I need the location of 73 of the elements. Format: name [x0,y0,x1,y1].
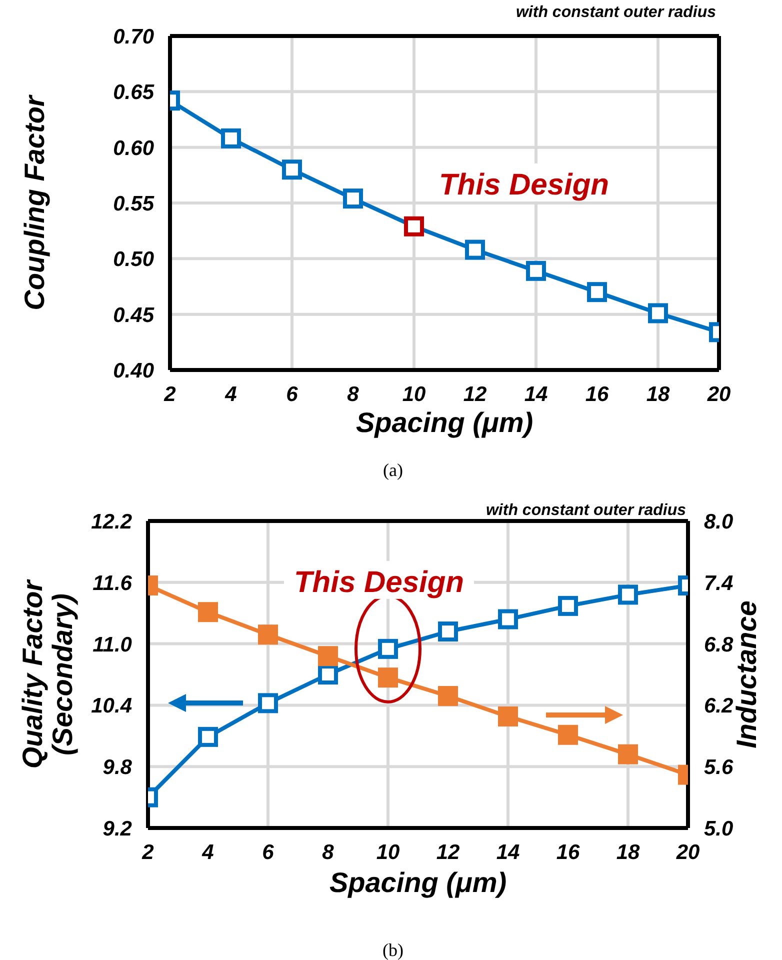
x-tick-label: 6 [262,840,274,864]
y-tick-label: 9.8 [102,756,132,780]
point [498,609,518,630]
annotation: This Design [294,566,464,599]
point [378,668,398,688]
x-tick-label: 2 [141,840,154,864]
y2-tick-label: 8.0 [704,510,734,534]
x-tick-label: 10 [402,382,426,406]
point [318,664,338,684]
x-tick-label: 8 [347,382,360,406]
x-tick-label: 16 [585,382,609,406]
point [318,646,338,666]
y-tick-label: 9.2 [102,817,132,840]
y2-tick-label: 6.2 [704,694,734,718]
point [558,724,578,745]
point [587,282,607,302]
point [258,624,278,645]
annotation: This Design [438,168,610,202]
x-tick-label: 4 [224,382,238,406]
point [438,622,458,642]
point [618,584,638,605]
y-tick-label: 0.55 [113,192,154,216]
point [465,240,485,260]
point [648,303,668,324]
point [558,596,578,616]
y-tick-label: 11.6 [92,572,132,595]
x-tick-label: 10 [376,840,400,864]
x-tick-label: 14 [524,382,548,406]
point [343,188,363,209]
y-tick-label: 0.65 [113,81,154,104]
y-tick-label: 0.40 [113,359,154,382]
y2-tick-label: 7.4 [704,572,734,595]
y-tick-label: 0.45 [113,304,154,327]
y-tick-label: 0.70 [113,25,154,48]
point [618,744,638,764]
y2-tick-label: 6.8 [704,633,734,656]
x-tick-label: 20 [675,840,700,864]
x-tick-label: 18 [646,382,670,406]
x-tick-label: 14 [496,840,520,864]
y2-tick-label: 5.0 [704,817,734,840]
y-tick-label: 10.4 [91,694,132,718]
text: with constant outer radius [516,4,716,22]
point [282,160,302,180]
x-tick-label: 8 [322,840,334,864]
x-tick-label: 6 [286,382,298,406]
point [198,602,218,622]
y-tick-label: 0.60 [113,136,154,160]
text: with constant outer radius [486,502,686,520]
x-tick-label: 18 [616,840,640,864]
point [404,216,424,236]
point [221,128,241,148]
text: (b) [382,940,404,960]
y-tick-label: 11.0 [92,633,132,656]
y-tick-label: 0.50 [113,248,154,272]
x-tick-label: 2 [163,382,176,406]
y2-tick-label: 5.6 [704,756,734,780]
y-tick-label: 12.2 [91,510,132,534]
x-tick-label: 16 [556,840,580,864]
text: (a) [382,460,404,481]
point [526,260,546,281]
x-tick-label: 12 [436,840,460,864]
point [378,638,398,659]
point [438,686,458,706]
y-axis-title: Coupling Factor [19,94,50,310]
point [258,693,278,714]
x-tick-label: 12 [463,382,487,406]
point [198,726,218,747]
x-tick-label: 20 [706,382,731,406]
x-axis-title: Spacing (μm) [356,407,534,438]
point [498,706,518,726]
x-axis-title: Spacing (μm) [329,867,507,898]
x-tick-label: 4 [201,840,214,864]
y-axis-title: Quality Factor (Secondary) [17,578,78,769]
